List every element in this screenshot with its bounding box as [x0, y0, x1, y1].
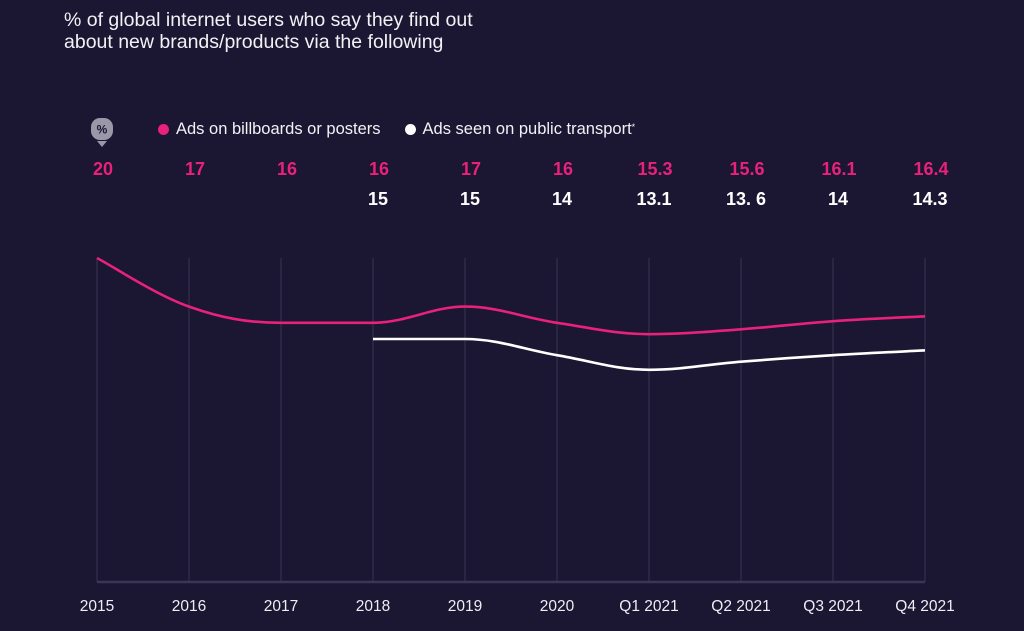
data-label-public-transport-8: 14 [827, 189, 849, 209]
legend-dot-white [404, 123, 416, 135]
x-tick-label-2: 2017 [263, 598, 299, 615]
data-label-billboards-9: 16.4 [913, 159, 949, 179]
legend-dot-pink [158, 123, 169, 135]
legend-label-billboards: Ads on billboards or posters [176, 119, 381, 138]
data-label-billboards-6: 15.3 [637, 159, 673, 179]
x-tick-label-9: Q4 2021 [895, 598, 955, 615]
data-label-public-transport-6: 13.1 [636, 189, 672, 209]
data-label-billboards-7: 15.6 [729, 159, 765, 179]
data-label-billboards-5: 16 [552, 159, 574, 179]
x-tick-label-6: Q1 2021 [619, 598, 679, 615]
legend-item-billboards: Ads on billboards or posters [158, 120, 381, 139]
data-label-billboards-3: 16 [368, 159, 390, 179]
legend: Ads on billboards or posters Ads seen on… [158, 118, 659, 140]
x-tick-label-4: 2019 [447, 598, 483, 615]
data-label-public-transport-9: 14.3 [912, 189, 948, 209]
chart-title-line-2: about new brands/products via the follow… [64, 31, 444, 53]
percent-marker-icon: % [91, 118, 113, 147]
data-label-billboards-2: 16 [276, 159, 298, 179]
data-label-billboards-1: 17 [184, 159, 206, 179]
x-tick-label-3: 2018 [355, 598, 391, 615]
x-tick-label-8: Q3 2021 [803, 598, 863, 615]
data-label-public-transport-3: 15 [367, 189, 389, 209]
chart-title: % of global internet users who say they … [64, 9, 624, 53]
x-tick-label-1: 2016 [171, 598, 207, 615]
legend-footnote-marker: * [631, 122, 636, 132]
value-row-billboards: 20 17 16 16 17 16 15.3 15.6 16.1 16.4 [0, 159, 1024, 181]
chart-title-line-1: % of global internet users who say they … [64, 9, 473, 31]
legend-label-public-transport: Ads seen on public transport [422, 119, 632, 138]
data-label-public-transport-5: 14 [551, 189, 573, 209]
value-row-public-transport: 15 15 14 13.1 13. 6 14 14.3 [0, 189, 1024, 211]
data-label-billboards-8: 16.1 [821, 159, 857, 179]
legend-item-public-transport: Ads seen on public transport * [404, 119, 636, 139]
series-line-public-transport [373, 337, 926, 372]
x-tick-label-7: Q2 2021 [711, 598, 771, 615]
percent-glyph: % [97, 123, 108, 137]
data-label-billboards-4: 17 [460, 159, 482, 179]
data-label-billboards-0: 20 [92, 159, 114, 179]
data-label-public-transport-7: 13. 6 [725, 189, 767, 209]
data-label-public-transport-4: 15 [459, 189, 481, 209]
series-line-billboards [96, 256, 926, 336]
x-tick-label-5: 2020 [539, 598, 575, 615]
x-tick-label-0: 2015 [79, 598, 115, 615]
